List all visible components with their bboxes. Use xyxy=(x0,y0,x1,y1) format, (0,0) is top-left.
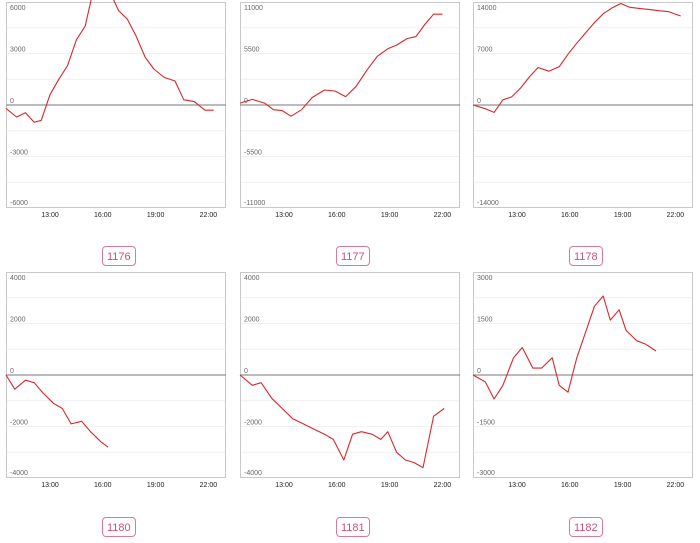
chart-label-1181: 1181 xyxy=(336,517,370,537)
x-tick-label: 13:00 xyxy=(275,212,293,219)
x-tick-label: 22:00 xyxy=(667,212,685,219)
line-chart-1176: 6000 3000 0 -3000 -6000 13:00 16:00 19:00 22:00 xyxy=(5,0,226,219)
y-tick-label: -11000 xyxy=(244,200,265,207)
x-tick-label: 13:00 xyxy=(508,482,526,489)
y-tick-label: 0 xyxy=(10,368,14,375)
x-tick-label: 16:00 xyxy=(328,482,346,489)
y-tick-label: 0 xyxy=(477,368,481,375)
x-tick-label: 22:00 xyxy=(434,212,452,219)
y-tick-label: -4000 xyxy=(10,470,28,477)
y-tick-label: 2000 xyxy=(244,317,260,324)
y-tick-label: -6000 xyxy=(10,200,28,207)
y-tick-label: 3000 xyxy=(477,275,493,282)
y-tick-label: 3000 xyxy=(10,47,26,54)
y-tick-label: 11000 xyxy=(244,5,263,12)
x-tick-label: 13:00 xyxy=(275,482,293,489)
y-tick-label: -1500 xyxy=(477,420,495,427)
chart-panel-1181: 4000 2000 0 -2000 -4000 13:00 16:00 19:00 22:00 … xyxy=(239,272,460,537)
chart-label-1176: 1176 xyxy=(102,246,136,266)
line-chart-1181: 4000 2000 0 -2000 -4000 13:00 16:00 19:00 22:00 xyxy=(239,272,460,489)
x-tick-label: 22:00 xyxy=(200,212,218,219)
chart-panel-1182: 3000 1500 0 -1500 -3000 13:00 16:00 19:00 22:00 … xyxy=(472,272,693,537)
x-tick-label: 16:00 xyxy=(94,212,112,219)
y-tick-label: 0 xyxy=(10,98,14,105)
series-line xyxy=(472,295,657,400)
x-tick-label: 19:00 xyxy=(381,212,399,219)
series-line xyxy=(5,0,214,123)
y-tick-label: 4000 xyxy=(10,275,26,282)
y-tick-label: 1500 xyxy=(477,317,493,324)
chart-panel-1177: 11000 5500 0 -5500 -11000 13:00 16:00 19:00 22:0… xyxy=(239,2,460,266)
y-tick-label: 7000 xyxy=(477,47,493,54)
y-tick-label: -5500 xyxy=(244,150,262,157)
x-tick-label: 19:00 xyxy=(614,482,632,489)
x-tick-label: 22:00 xyxy=(200,482,218,489)
x-tick-label: 19:00 xyxy=(147,482,165,489)
y-tick-label: -2000 xyxy=(244,420,262,427)
line-chart-1182: 3000 1500 0 -1500 -3000 13:00 16:00 19:00 22:00 xyxy=(472,272,693,489)
series-line xyxy=(239,374,445,469)
y-tick-label: 6000 xyxy=(10,5,26,12)
x-tick-label: 22:00 xyxy=(667,482,685,489)
y-tick-label: -4000 xyxy=(244,470,262,477)
x-tick-label: 22:00 xyxy=(434,482,452,489)
series-line xyxy=(239,13,443,117)
y-tick-label: 14000 xyxy=(477,5,497,12)
x-tick-label: 16:00 xyxy=(561,212,579,219)
x-tick-label: 16:00 xyxy=(561,482,579,489)
line-chart-1178: 14000 7000 0 -14000 13:00 16:00 19:00 22:00 xyxy=(472,2,693,219)
y-tick-label: -2000 xyxy=(10,420,28,427)
chart-label-1182: 1182 xyxy=(569,517,603,537)
x-tick-label: 13:00 xyxy=(41,482,59,489)
x-tick-label: 19:00 xyxy=(614,212,632,219)
line-chart-1180: 4000 2000 0 -2000 -4000 13:00 16:00 19:00 22:00 xyxy=(5,272,226,489)
y-tick-label: 0 xyxy=(477,98,481,105)
chart-panel-1176: 6000 3000 0 -3000 -6000 13:00 16:00 19:00 22:00 … xyxy=(5,0,226,266)
x-tick-label: 19:00 xyxy=(147,212,165,219)
x-tick-label: 19:00 xyxy=(381,482,399,489)
y-tick-label: 0 xyxy=(244,368,248,375)
chart-label-1180: 1180 xyxy=(102,517,136,537)
y-tick-label: -3000 xyxy=(477,470,495,477)
chart-panel-1178: 14000 7000 0 -14000 13:00 16:00 19:00 22:00 117… xyxy=(472,2,693,266)
x-tick-label: 13:00 xyxy=(508,212,526,219)
chart-panel-1180: 4000 2000 0 -2000 -4000 13:00 16:00 19:00 22:00 … xyxy=(5,272,226,537)
y-tick-label: -3000 xyxy=(10,150,28,157)
series-line xyxy=(472,2,681,113)
y-tick-label: 2000 xyxy=(10,317,26,324)
y-tick-label: -14000 xyxy=(477,200,499,207)
chart-label-1178: 1178 xyxy=(569,246,603,266)
chart-label-1177: 1177 xyxy=(336,246,370,266)
series-line xyxy=(5,374,109,448)
x-tick-label: 16:00 xyxy=(328,212,346,219)
y-tick-label: 4000 xyxy=(244,275,260,282)
y-tick-label: 5500 xyxy=(244,47,260,54)
x-tick-label: 16:00 xyxy=(94,482,112,489)
x-tick-label: 13:00 xyxy=(41,212,59,219)
